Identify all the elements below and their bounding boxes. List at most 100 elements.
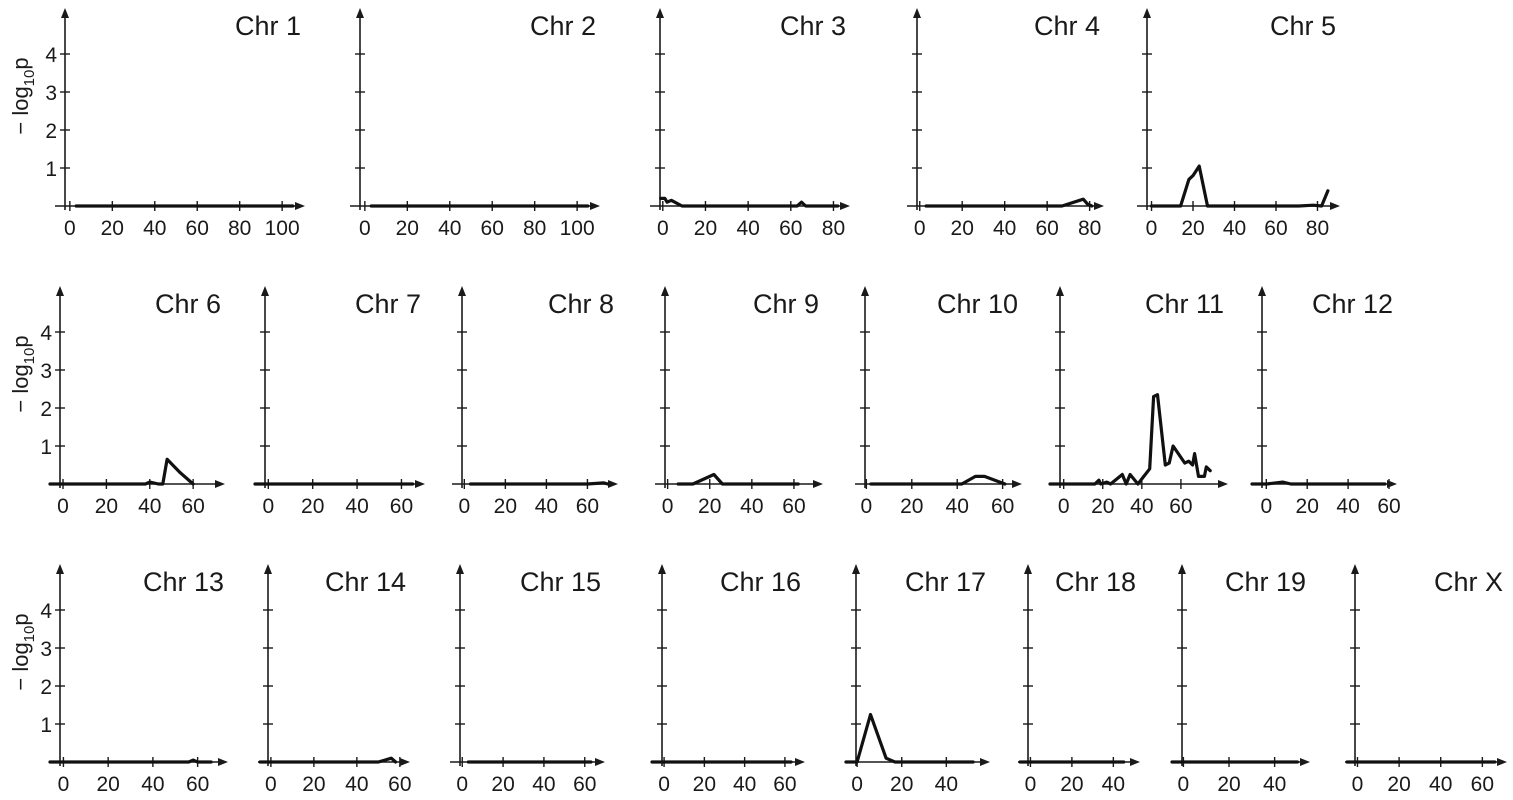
- x-tick-label: 40: [1429, 773, 1452, 796]
- panel-title: Chr 13: [143, 567, 224, 597]
- x-axis-arrow: [980, 758, 990, 766]
- y-axis-labels: − log10p − log10p − log10p: [8, 57, 38, 690]
- x-tick-label: 40: [946, 495, 969, 518]
- chart-panel-chr-14: 0 20 40 60 Chr 14: [258, 564, 412, 796]
- x-tick-label: 60: [390, 495, 413, 518]
- x-tick-label: 0: [1352, 773, 1364, 796]
- x-tick-label: 60: [1169, 495, 1192, 518]
- x-tick-label: 60: [576, 495, 599, 518]
- x-tick-label: 40: [143, 217, 166, 240]
- y-tick-label: 1: [40, 714, 52, 737]
- y-axis-arrow: [658, 564, 666, 574]
- series-line: [1149, 164, 1330, 208]
- x-tick-label: 40: [935, 773, 958, 796]
- y-tick-label: 2: [40, 676, 52, 699]
- panel-title: Chr 1: [235, 11, 301, 41]
- x-tick-label: 40: [1336, 495, 1359, 518]
- x-axis-arrow: [415, 480, 425, 488]
- x-tick-label: 60: [782, 495, 805, 518]
- x-tick-label: 80: [523, 217, 546, 240]
- y-tick-label: 3: [40, 638, 52, 661]
- x-tick-label: 40: [1102, 773, 1125, 796]
- y-axis-arrow: [913, 8, 921, 18]
- chart-panel-chr-18: 0 20 40 Chr 18: [1018, 564, 1140, 796]
- x-tick-label: 60: [181, 495, 204, 518]
- x-tick-label: 80: [1306, 217, 1329, 240]
- panel-title: Chr 11: [1145, 289, 1224, 319]
- y-tick-label: 3: [40, 360, 52, 383]
- series-line: [924, 197, 1094, 208]
- series-line: [1250, 480, 1387, 486]
- x-axis-arrow: [608, 480, 618, 488]
- panel-title: Chr 7: [355, 289, 421, 319]
- x-tick-label: 40: [438, 217, 461, 240]
- x-tick-label: 40: [535, 495, 558, 518]
- y-axis-arrow: [1024, 564, 1032, 574]
- x-tick-label: 20: [693, 773, 716, 796]
- x-tick-label: 20: [491, 773, 514, 796]
- x-tick-label: 60: [1035, 217, 1058, 240]
- x-tick-label: 80: [1078, 217, 1101, 240]
- panel-title: Chr 4: [1034, 11, 1100, 41]
- panel-title: Chr 8: [548, 289, 614, 319]
- chart-panel-chr-11: 0 20 40 60 Chr 11: [1048, 286, 1228, 518]
- x-tick-label: 40: [736, 217, 759, 240]
- x-tick-label: 20: [1060, 773, 1083, 796]
- y-axis-arrow: [456, 564, 464, 574]
- panel-title: Chr 14: [325, 567, 406, 597]
- x-tick-label: 0: [662, 495, 674, 518]
- x-axis-arrow: [1330, 202, 1340, 210]
- x-tick-label: 60: [388, 773, 411, 796]
- panel-title: Chr 12: [1312, 289, 1393, 319]
- x-tick-label: 60: [186, 217, 209, 240]
- x-axis-arrow: [595, 758, 605, 766]
- x-tick-label: 20: [494, 495, 517, 518]
- x-tick-label: 20: [890, 773, 913, 796]
- y-axis-arrow: [56, 564, 64, 574]
- x-tick-label: 80: [228, 217, 251, 240]
- x-tick-label: 40: [733, 773, 756, 796]
- y-tick-label: 3: [45, 82, 57, 105]
- y-axis-label: − log10p: [8, 335, 38, 412]
- y-axis-label: − log10p: [8, 613, 38, 690]
- x-tick-label: 0: [1178, 773, 1190, 796]
- series-line: [48, 758, 213, 764]
- x-tick-label: 40: [345, 495, 368, 518]
- x-tick-label: 20: [694, 217, 717, 240]
- x-tick-label: 80: [822, 217, 845, 240]
- panel-title: Chr 16: [720, 567, 801, 597]
- y-axis-arrow: [61, 8, 69, 18]
- y-axis-arrow: [356, 8, 364, 18]
- series-line: [258, 756, 398, 764]
- x-axis-arrow: [295, 202, 305, 210]
- x-tick-label: 40: [1130, 495, 1153, 518]
- panel-title: Chr 2: [530, 11, 596, 41]
- panel-title: Chr 15: [520, 567, 601, 597]
- x-tick-label: 60: [186, 773, 209, 796]
- series-line: [844, 712, 975, 764]
- x-tick-label: 0: [458, 495, 470, 518]
- chart-panel-chr-17: 0 20 40 Chr 17: [844, 564, 990, 796]
- y-axis-arrow: [1258, 286, 1266, 296]
- x-axis-arrow: [400, 758, 410, 766]
- x-axis-arrow: [1130, 758, 1140, 766]
- chart-panel-chr-7: 0 20 40 60 Chr 7: [253, 286, 425, 518]
- x-tick-label: 0: [851, 773, 863, 796]
- chart-panel-chr-3: 0 20 40 60 80 Chr 3: [650, 8, 850, 240]
- x-tick-label: 40: [1263, 773, 1286, 796]
- panel-title: Chr X: [1434, 567, 1503, 597]
- x-tick-label: 0: [657, 217, 669, 240]
- x-tick-label: 0: [861, 495, 873, 518]
- x-tick-label: 60: [779, 217, 802, 240]
- panel-title: Chr 19: [1225, 567, 1306, 597]
- x-tick-label: 60: [573, 773, 596, 796]
- x-tick-label: 0: [265, 773, 277, 796]
- x-tick-label: 100: [265, 217, 300, 240]
- x-tick-label: 20: [1181, 217, 1204, 240]
- x-axis-arrow: [590, 202, 600, 210]
- x-tick-label: 60: [481, 217, 504, 240]
